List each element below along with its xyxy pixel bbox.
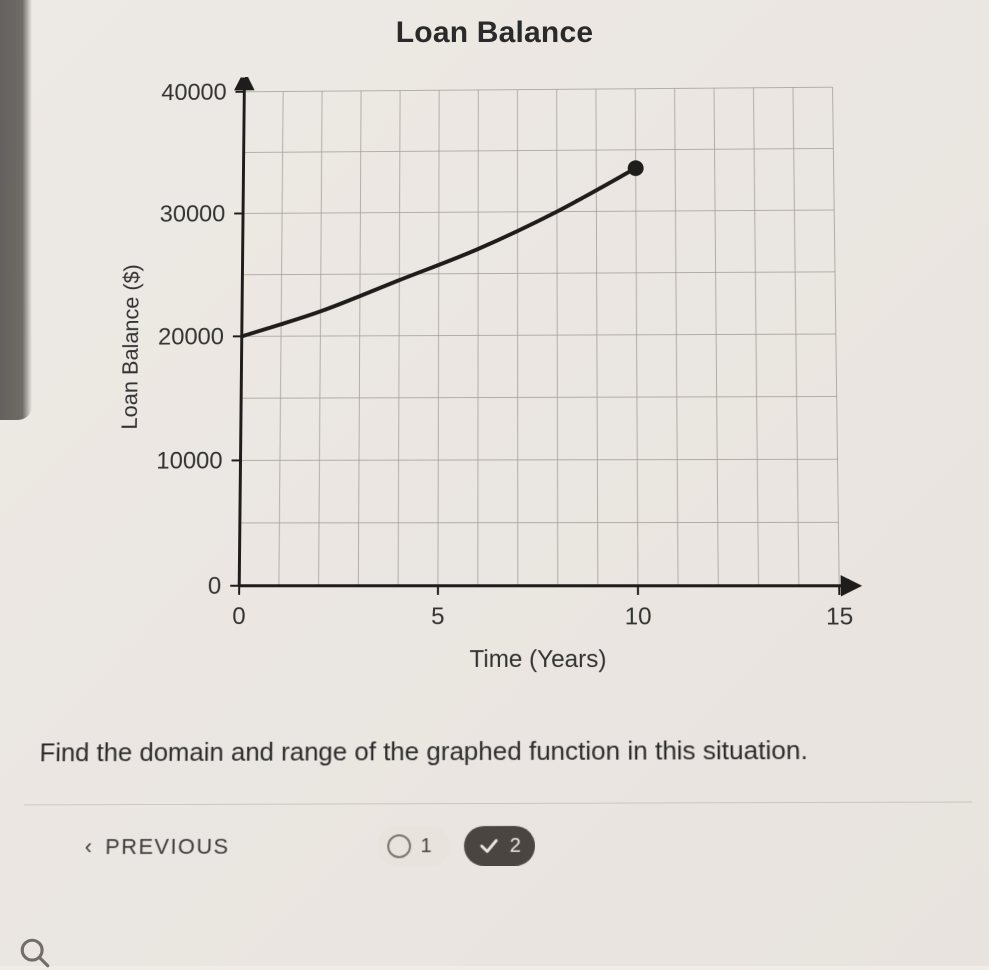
pager: 1 2 <box>377 826 535 866</box>
svg-text:20000: 20000 <box>158 324 224 350</box>
pager-current[interactable]: 1 <box>377 826 450 866</box>
svg-text:10000: 10000 <box>156 448 223 474</box>
search-icon[interactable] <box>18 936 52 970</box>
svg-text:Loan Balance ($): Loan Balance ($) <box>117 264 144 429</box>
check-icon <box>478 835 500 857</box>
pager-next[interactable]: 2 <box>464 826 535 866</box>
pager-next-label: 2 <box>510 834 521 857</box>
svg-text:0: 0 <box>208 573 222 600</box>
pager-current-label: 1 <box>421 835 432 858</box>
svg-text:0: 0 <box>232 604 246 631</box>
loan-balance-chart: 0 5 10 15 0 10000 20000 30000 40000 Time (Years) L… <box>88 72 918 714</box>
question-text: Find the domain and range of the graphed… <box>39 735 956 769</box>
previous-button-label: PREVIOUS <box>105 834 230 860</box>
svg-text:40000: 40000 <box>161 80 227 106</box>
chevron-left-icon: ‹ <box>85 834 94 860</box>
circle-icon <box>387 834 411 858</box>
chart-title: Loan Balance <box>20 16 969 50</box>
svg-text:30000: 30000 <box>160 202 226 228</box>
previous-button[interactable]: ‹ PREVIOUS <box>85 834 230 860</box>
svg-text:5: 5 <box>431 604 444 631</box>
device-edge <box>0 0 32 420</box>
footer-bar: ‹ PREVIOUS 1 2 <box>23 802 973 867</box>
svg-text:15: 15 <box>826 604 854 631</box>
svg-text:Time (Years): Time (Years) <box>469 646 606 673</box>
page-root: Loan Balance 0 5 10 15 0 10000 20000 30000 40000… <box>0 0 989 966</box>
svg-text:10: 10 <box>625 604 652 631</box>
chart-container: 0 5 10 15 0 10000 20000 30000 40000 Time (Years) L… <box>88 72 918 714</box>
